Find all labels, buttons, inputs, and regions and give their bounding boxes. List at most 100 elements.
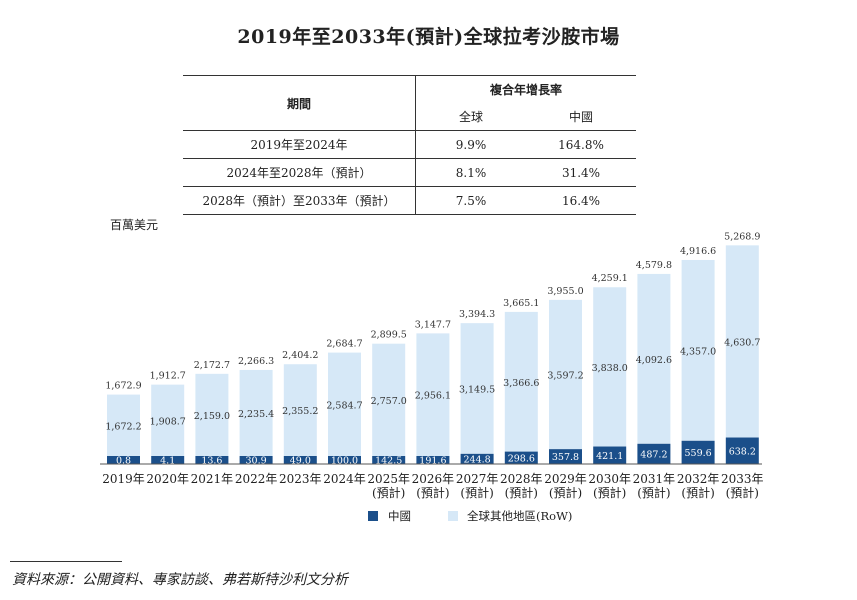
x-tick-label: 2030年 [588, 472, 631, 486]
china-value-label: 244.8 [463, 454, 490, 465]
china-value-label: 638.2 [729, 446, 756, 457]
legend-china-label: 中國 [388, 509, 411, 523]
x-tick-label: 2033年 [721, 472, 764, 486]
china-value-label: 357.8 [552, 452, 579, 463]
global-cell: 8.1% [415, 158, 526, 187]
bar-row-segment [637, 273, 671, 444]
global-cell: 9.9% [415, 130, 526, 159]
x-tick-label: 2021年 [191, 472, 234, 486]
bar-row-segment [416, 333, 450, 456]
bar-row-segment [151, 384, 185, 456]
bar-china-segment [283, 456, 317, 464]
x-tick-label: 2023年 [279, 472, 322, 486]
total-value-label: 3,665.1 [503, 298, 539, 309]
china-value-label: 191.6 [419, 456, 446, 467]
china-value-label: 421.1 [596, 451, 623, 462]
row-value-label: 2,584.7 [326, 400, 362, 411]
x-tick-label: 2027年 [456, 472, 499, 486]
x-tick-label: (預計) [726, 485, 759, 500]
bar-row-segment [549, 299, 582, 450]
x-tick-label: 2020年 [146, 472, 189, 486]
x-tick-label: (預計) [593, 485, 626, 500]
china-value-label: 559.6 [684, 448, 711, 459]
bar-row-segment [328, 352, 361, 456]
row-value-label: 2,956.1 [415, 391, 451, 402]
x-tick-label: (預計) [460, 485, 493, 500]
table-row: 2024年至2028年（預計） 8.1% 31.4% [183, 158, 636, 187]
china-cell: 31.4% [526, 158, 636, 187]
row-value-label: 4,092.6 [636, 355, 672, 366]
china-value-label: 13.6 [201, 456, 222, 467]
bar-china-segment [239, 456, 273, 464]
bar-china-segment [593, 446, 627, 464]
x-tick-label: (預計) [416, 485, 449, 500]
bar-china-segment [328, 456, 361, 464]
total-value-label: 4,916.6 [680, 246, 716, 257]
row-value-label: 3,366.6 [503, 378, 539, 389]
row-value-label: 3,597.2 [547, 371, 583, 382]
bar-row-segment [195, 373, 229, 456]
china-value-label: 298.6 [508, 453, 535, 464]
china-value-label: 4.1 [160, 456, 175, 467]
x-tick-label: 2031年 [633, 472, 676, 486]
x-tick-label: (預計) [372, 485, 405, 500]
china-value-label: 100.0 [331, 456, 358, 467]
bar-row-segment [681, 259, 715, 441]
row-value-label: 1,672.2 [105, 421, 141, 432]
x-tick-label: 2025年 [367, 472, 410, 486]
total-value-label: 4,259.1 [592, 273, 628, 284]
x-tick-label: (預計) [505, 485, 538, 500]
x-tick-label: 2026年 [412, 472, 455, 486]
x-tick-label: 2028年 [500, 472, 543, 486]
row-value-label: 2,355.2 [282, 406, 318, 417]
bar-row-segment [725, 245, 759, 438]
bar-china-segment [504, 451, 538, 464]
x-tick-label: 2024年 [323, 472, 366, 486]
x-tick-label: 2019年 [102, 472, 145, 486]
bar-row-segment [460, 323, 494, 454]
row-value-label: 1,908.7 [150, 416, 186, 427]
x-tick-label: (預計) [549, 485, 582, 500]
row-value-label: 2,757.0 [371, 396, 407, 407]
china-cell: 164.8% [526, 130, 636, 159]
total-value-label: 2,684.7 [326, 339, 362, 350]
total-value-label: 5,268.9 [724, 231, 760, 242]
bar-row-segment [239, 369, 273, 456]
bar-row-segment [593, 287, 627, 447]
global-cell: 7.5% [415, 186, 526, 215]
total-value-label: 3,394.3 [459, 309, 495, 320]
bar-china-segment [416, 456, 450, 464]
header-china: 中國 [568, 110, 593, 124]
bar-china-segment [637, 443, 671, 464]
china-value-label: 142.5 [375, 456, 402, 467]
bar-china-segment [372, 456, 406, 464]
bar-row-segment [107, 394, 140, 456]
legend-row-label: 全球其他地區(RoW) [467, 509, 572, 523]
x-tick-label: (預計) [681, 485, 714, 500]
row-value-label: 3,149.5 [459, 384, 495, 395]
period-cell: 2028年（預計）至2033年（預計） [183, 186, 416, 215]
bar-chart: 1,672.2 0.8 1,672.9 2019年 1,908.7 4.1 1,912.7 2… [100, 231, 764, 523]
unit-label: 百萬美元 [110, 218, 159, 232]
bar-china-segment [460, 453, 494, 464]
total-value-label: 2,266.3 [238, 356, 274, 367]
total-value-label: 3,147.7 [415, 319, 451, 330]
chart-title: 2019年至2033年(預計)全球拉考沙胺市場 [237, 26, 620, 48]
x-tick-label: (預計) [637, 485, 670, 500]
table-row: 2028年（預計）至2033年（預計） 7.5% 16.4% [183, 186, 636, 215]
china-value-label: 0.8 [116, 456, 131, 467]
total-value-label: 1,912.7 [150, 371, 186, 382]
china-value-label: 487.2 [640, 449, 667, 460]
legend-row-swatch [448, 511, 458, 521]
cagr-table: 期間 複合年增長率 全球 中國 2019年至2024年 9.9% 164.8% … [183, 75, 636, 215]
row-value-label: 2,235.4 [238, 409, 274, 420]
china-cell: 16.4% [526, 186, 636, 215]
row-value-label: 2,159.0 [194, 411, 230, 422]
header-global: 全球 [458, 110, 483, 124]
bar-china-segment [549, 449, 582, 464]
bar-row-segment [504, 311, 538, 452]
x-tick-label: 2022年 [235, 472, 278, 486]
bar-china-segment [725, 437, 759, 464]
source-note: 資料來源：公開資料、專家訪談、弗若斯特沙利文分析 [12, 572, 348, 588]
period-cell: 2024年至2028年（預計） [183, 158, 416, 187]
